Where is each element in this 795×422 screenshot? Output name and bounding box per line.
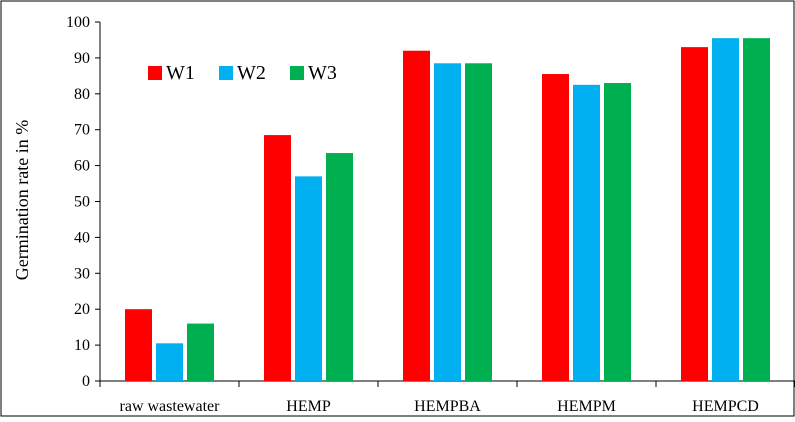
legend-swatch-w3 xyxy=(290,66,304,80)
bars xyxy=(125,38,770,382)
x-category-label: HEMPM xyxy=(557,398,616,415)
y-tick-label: 20 xyxy=(74,301,90,318)
x-category-label: HEMP xyxy=(286,398,331,415)
bar-w1 xyxy=(542,74,569,382)
bar-w1 xyxy=(403,50,430,381)
y-axis-title-group: Germination rate in % xyxy=(12,120,32,280)
bar-w2 xyxy=(712,38,739,381)
y-tick-label: 60 xyxy=(74,158,90,175)
y-tick-label: 100 xyxy=(66,14,90,31)
bar-w1 xyxy=(125,309,152,381)
legend-label: W3 xyxy=(308,62,337,84)
bar-w2 xyxy=(156,343,183,381)
bar-w2 xyxy=(295,176,322,381)
axes: 0 10 20 30 40 50 60 70 80 90 100 raw wastewater HEMP… xyxy=(66,14,795,415)
y-tick-label: 0 xyxy=(82,373,90,390)
y-tick-label: 90 xyxy=(74,50,90,67)
y-axis-title: Germination rate in % xyxy=(12,120,32,280)
bar-w1 xyxy=(681,47,708,381)
y-tick-label: 80 xyxy=(74,86,90,103)
y-tick-label: 70 xyxy=(74,122,90,139)
x-category-label: HEMPCD xyxy=(692,398,759,415)
legend-swatch-w2 xyxy=(219,66,233,80)
legend-label: W2 xyxy=(237,62,266,84)
y-tick-label: 30 xyxy=(74,265,90,282)
y-tick-label: 40 xyxy=(74,229,90,246)
bar-w1 xyxy=(264,135,291,381)
legend-swatch-w1 xyxy=(148,66,162,80)
y-tick-label: 50 xyxy=(74,194,90,211)
bar-w3 xyxy=(743,38,770,381)
x-category-label: HEMPBA xyxy=(414,398,481,415)
x-category-label: raw wastewater xyxy=(120,398,221,415)
bar-w2 xyxy=(573,84,600,381)
legend: W1 W2 W3 xyxy=(148,62,337,84)
legend-label: W1 xyxy=(166,62,195,84)
bar-w3 xyxy=(604,83,631,381)
y-tick-label: 10 xyxy=(74,337,90,354)
bar-w3 xyxy=(465,63,492,381)
bar-w3 xyxy=(187,323,214,381)
bar-w2 xyxy=(434,63,461,381)
bar-w3 xyxy=(326,153,353,381)
